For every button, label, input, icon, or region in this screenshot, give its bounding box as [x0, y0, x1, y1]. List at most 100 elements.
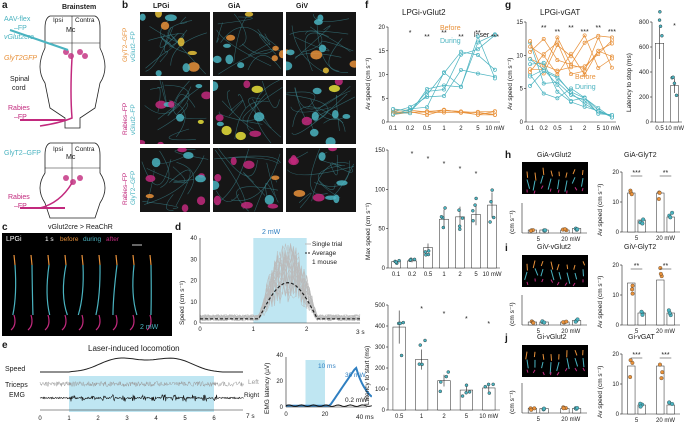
thumb-after: [556, 371, 560, 376]
cell: [328, 148, 337, 152]
fiber: [246, 93, 267, 133]
thumb-before: [581, 170, 584, 176]
bar: [666, 404, 675, 415]
trajectory-during: [46, 264, 51, 316]
x-tick-label: 10 mW: [482, 272, 501, 278]
cell: [336, 180, 348, 186]
average-trace: [200, 281, 360, 320]
data-point: [464, 383, 469, 387]
inset-02mw: 0.2 mW: [345, 397, 368, 404]
trajectory-thumb-image: [525, 349, 585, 376]
data-point: [401, 320, 405, 325]
data-point: [460, 216, 465, 220]
emg-trace-plot: 0 1 2 3 4 5 6: [38, 357, 244, 422]
y-tick-label: 0: [520, 120, 524, 126]
cell: [216, 121, 224, 127]
x-tick-label: 5: [537, 417, 541, 423]
panel-label-g: g: [505, 0, 512, 11]
trajectory-during: [31, 264, 34, 316]
significance-marker: *: [465, 316, 468, 323]
cell: [240, 201, 253, 209]
micrograph-tile: [140, 80, 210, 144]
fiber: [304, 32, 329, 72]
fiber: [231, 153, 281, 201]
data-point: [423, 250, 428, 254]
significance-marker: **: [458, 34, 464, 41]
data-point: [467, 390, 472, 394]
thumb-during: [580, 178, 584, 187]
significance-marker: **: [596, 25, 602, 32]
thumb-during: [547, 178, 552, 190]
b-row1-label-a: GlyT2–GFP: [122, 27, 129, 62]
f-title: LPGi-vGlut2: [402, 8, 446, 17]
g-before: Before: [575, 74, 596, 81]
x-tick-label: 1: [569, 126, 573, 132]
y-tick-label: 10: [612, 382, 619, 388]
cell: [322, 67, 329, 74]
data-point: [446, 370, 450, 374]
fiber: [310, 148, 328, 195]
fiber: [218, 49, 283, 75]
thumb-during: [541, 361, 544, 369]
thumb-before: [550, 354, 553, 361]
e-speed: Speed: [5, 366, 26, 373]
cell: [164, 14, 177, 22]
j-ylabel-right: Av speed (cm s⁻¹): [597, 365, 604, 418]
data-point: [672, 81, 677, 86]
data-point: [458, 227, 462, 231]
y-tick-label: 10: [378, 73, 385, 79]
fiber: [172, 80, 207, 120]
data-point: [561, 406, 566, 411]
y-tick-label: 500: [375, 303, 386, 309]
fiber: [316, 17, 339, 72]
thumb-after: [549, 188, 552, 192]
data-point: [658, 362, 662, 367]
data-point: [420, 362, 424, 367]
trajectory-after: [10, 314, 16, 331]
f-before: Before: [440, 25, 461, 32]
x-tick-label: 10 mW: [602, 126, 620, 132]
micrograph-grid: [140, 12, 358, 214]
cell: [288, 157, 299, 166]
x-tick-label: 2: [458, 272, 462, 278]
y-tick-label: 0: [646, 120, 650, 126]
series-during-line: [393, 51, 496, 115]
spinal-label: Spinal: [10, 76, 30, 83]
y-tick-label: 0: [382, 408, 386, 414]
trajectory-plot: [10, 244, 152, 331]
cell: [267, 203, 279, 209]
cell: [278, 50, 283, 59]
fiber: [148, 33, 185, 48]
data-point: [629, 192, 634, 197]
e-title: Laser-induced locomotion: [88, 344, 180, 353]
x-tick-label: 0.5: [553, 126, 562, 132]
cell: [237, 62, 245, 69]
data-point: [487, 391, 492, 395]
fiber: [226, 90, 233, 112]
fiber: [159, 32, 179, 48]
fiber: [328, 38, 349, 73]
thumb-during: [582, 357, 585, 368]
cell: [140, 13, 146, 21]
data-point: [542, 406, 546, 411]
thumb-before: [525, 351, 528, 360]
thumb-after: [540, 185, 544, 189]
data-point: [490, 188, 494, 192]
g-ylabel: Av speed (cm s⁻¹): [507, 57, 514, 110]
data-point: [575, 227, 580, 232]
thumb-after: [526, 369, 529, 373]
x-tick-label: 0.5: [395, 414, 404, 420]
thumb-during: [532, 180, 536, 191]
x-tick-label: 0: [38, 416, 42, 422]
data-point: [473, 203, 477, 207]
thumb-during: [557, 179, 560, 190]
fiber: [145, 51, 169, 69]
panel-label-i: i: [505, 243, 508, 254]
vglut2cre-label: vGlut2cre: [4, 34, 34, 41]
data-point: [438, 389, 442, 394]
cell: [243, 160, 255, 169]
thumb-before: [550, 261, 554, 270]
cell: [318, 152, 326, 161]
cell: [349, 60, 356, 68]
